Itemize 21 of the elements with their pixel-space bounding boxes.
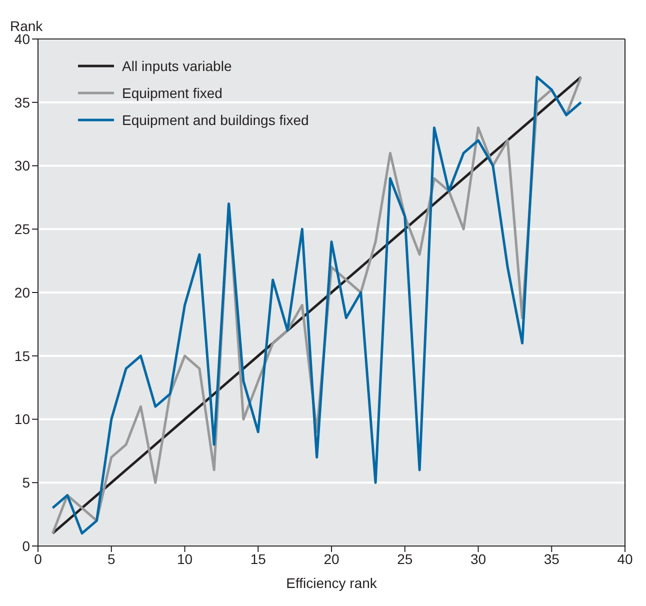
x-tick-label: 30 <box>470 550 486 567</box>
x-tick-label: 35 <box>544 550 560 567</box>
x-tick-label: 0 <box>34 550 42 567</box>
y-tick-label: 10 <box>14 411 30 428</box>
x-tick-label: 10 <box>176 550 193 567</box>
x-axis-title: Efficiency rank <box>286 575 378 591</box>
y-tick-label: 15 <box>14 348 30 364</box>
y-tick-label: 35 <box>14 94 30 110</box>
x-tick-label: 15 <box>250 550 266 567</box>
legend-label: All inputs variable <box>122 58 232 74</box>
legend-label: Equipment fixed <box>122 84 222 100</box>
y-tick-label: 0 <box>22 538 30 554</box>
legend-label: Equipment and buildings fixed <box>122 112 309 128</box>
x-tick-label: 5 <box>107 550 116 567</box>
x-tick-label: 25 <box>397 550 413 567</box>
x-tick-label: 40 <box>617 550 633 567</box>
y-tick-label: 5 <box>22 474 30 491</box>
y-tick-label: 30 <box>14 158 30 174</box>
y-tick-label: 20 <box>14 284 30 300</box>
x-tick-label: 20 <box>324 550 340 567</box>
y-tick-label: 25 <box>14 221 30 238</box>
